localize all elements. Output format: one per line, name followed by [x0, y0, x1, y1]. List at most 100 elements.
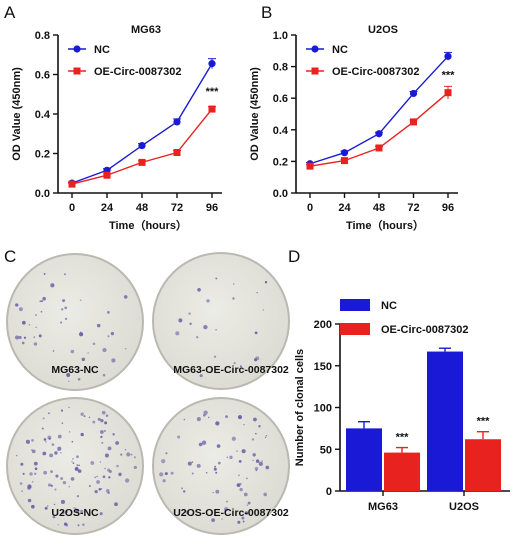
colony-dot [33, 461, 38, 466]
colony-dot [15, 454, 18, 457]
colony-dot [96, 475, 98, 478]
colony-dot [60, 452, 62, 454]
colony-dot [62, 299, 66, 303]
colony-dot [161, 458, 166, 464]
colony-dot [68, 380, 70, 382]
colony-dot [215, 421, 220, 426]
colony-dot [52, 515, 56, 519]
colony-dot [33, 342, 38, 346]
legend-marker [311, 67, 319, 75]
colony-dot [108, 476, 111, 479]
colony-dot [88, 416, 91, 419]
x-tick-label: 48 [136, 202, 148, 214]
colony-dot [254, 331, 258, 335]
colony-dot [265, 465, 270, 470]
colony-dot [103, 429, 106, 433]
colony-dot [97, 417, 101, 421]
colony-dot [98, 487, 102, 491]
colony-dot [31, 449, 36, 454]
colony-dot [246, 504, 249, 506]
colony-dot [242, 520, 245, 523]
colony-dot [197, 288, 201, 292]
colony-dot [252, 459, 254, 462]
colony-dot [116, 464, 119, 468]
colony-dot [44, 506, 48, 510]
colony-dot [185, 510, 190, 515]
colony-dot [241, 516, 245, 520]
colony-dot [32, 481, 34, 483]
colony-dot [232, 297, 235, 300]
significance-mark: *** [206, 86, 220, 98]
colony-dot [55, 474, 59, 478]
colony-dot [238, 460, 242, 463]
colony-dot [237, 415, 243, 420]
colony-dot [27, 498, 32, 503]
colony-dot [27, 486, 31, 490]
chart-mg63-od: 0.0 0.2 0.4 0.6 0.8 0 24 48 72 96 Time（hours） OD Va… [11, 24, 222, 232]
colony-dot [43, 272, 46, 275]
colony-dot [21, 490, 23, 492]
colony-dot [108, 470, 112, 474]
colony-dot [80, 412, 84, 416]
colony-dot [162, 479, 166, 483]
colony-dot [225, 415, 228, 419]
x-axis-label: Time（hours） [109, 219, 187, 232]
colony-dot [236, 483, 241, 488]
colony-dot [239, 487, 243, 492]
colony-dot [31, 438, 34, 442]
colony-dot [211, 518, 215, 523]
colony-dot [111, 358, 116, 363]
bar [465, 439, 501, 491]
y-tick-label: 50 [320, 444, 332, 456]
colony-dot [247, 501, 251, 505]
colony-dot [264, 436, 267, 439]
colony-dot [72, 462, 75, 465]
y-tick-label: 0.6 [35, 70, 50, 82]
colony-dot [54, 451, 58, 455]
colony-dish [6, 253, 144, 391]
colony-dot [60, 477, 64, 480]
colony-dot [41, 427, 44, 430]
colony-dot [35, 326, 37, 329]
colony-dot [39, 300, 41, 302]
y-axis-label: OD Value (450nm) [249, 67, 261, 161]
colony-dot [206, 299, 210, 303]
colony-dot [232, 283, 235, 285]
colony-dot [40, 300, 43, 303]
colony-dot [107, 311, 110, 314]
colony-dot [42, 296, 46, 301]
colony-dot [175, 331, 180, 336]
colony-dot [195, 335, 199, 339]
colony-dot [38, 334, 42, 338]
colony-dot [130, 453, 133, 456]
colony-dot [96, 323, 101, 328]
data-point [340, 149, 349, 157]
colony-dot [178, 318, 183, 323]
data-point [444, 52, 452, 60]
colony-dot [124, 448, 127, 451]
colony-dot [120, 453, 123, 456]
colony-dot [188, 312, 191, 315]
colony-dot [82, 523, 85, 526]
colony-dot [203, 324, 208, 330]
colony-dot [183, 418, 186, 421]
colony-dot [48, 483, 52, 487]
colony-dot [77, 524, 80, 527]
x-tick-label: U2OS [449, 501, 479, 513]
legend-label: OE-Circ-0087302 [332, 66, 419, 78]
colony-dot [212, 491, 214, 494]
legend-label: NC [332, 44, 348, 56]
colony-dot [94, 490, 98, 494]
colony-dot [183, 490, 186, 493]
y-tick-label: 0.2 [35, 149, 50, 161]
data-point [208, 105, 216, 113]
colony-dot [60, 409, 64, 412]
colony-dot [50, 283, 55, 288]
colony-dot [254, 358, 258, 362]
colony-dot [199, 374, 203, 378]
panel-label-d: D [288, 247, 300, 266]
colony-dot [76, 464, 79, 467]
y-axis-label: Number of clonal cells [294, 349, 306, 466]
y-tick-label: 0.4 [35, 109, 51, 121]
